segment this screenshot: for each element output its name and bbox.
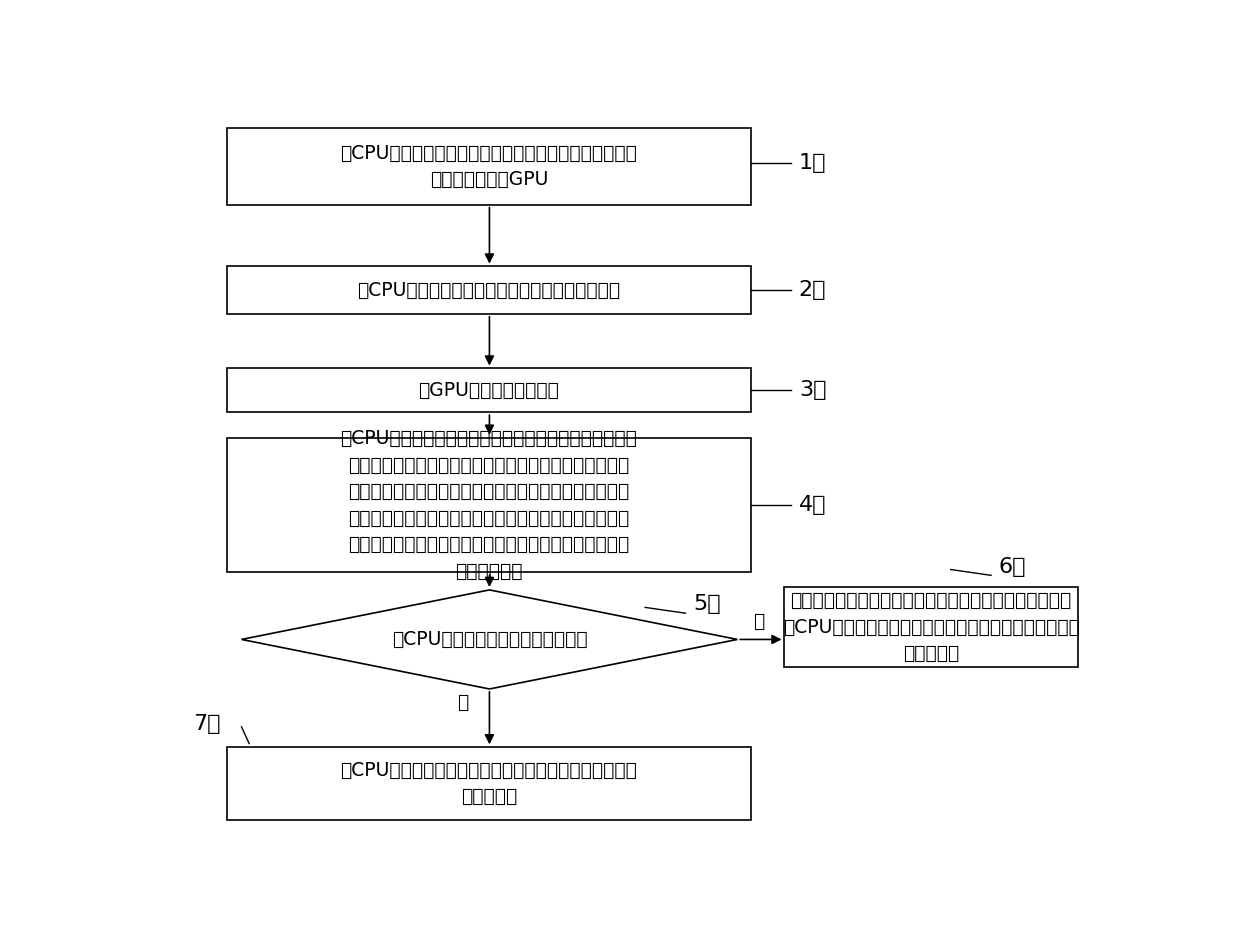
Text: 使CPU读取两相介质对应的初始分布信息，并将所述初始
分布信息复制到GPU: 使CPU读取两相介质对应的初始分布信息，并将所述初始 分布信息复制到GPU	[341, 144, 637, 189]
Text: 使CPU根据所述初始随机模型，绘制所述初始随机模型对
应的当前两相的颗粒分布图，并生成当前两点概率函数和
当前线性路径函数；计算所述当前两点概率函数与所述目
标: 使CPU根据所述初始随机模型，绘制所述初始随机模型对 应的当前两相的颗粒分布图，…	[341, 429, 637, 581]
Text: 6）: 6）	[998, 556, 1027, 577]
Text: 使GPU生成初始随机模型: 使GPU生成初始随机模型	[419, 381, 559, 400]
Bar	[227, 747, 750, 820]
Text: 3）: 3）	[799, 380, 826, 400]
Text: 多次执行迭代步骤，直至所述组合误差小于所述目标値，
使CPU将当前的所述初始随机模型绘制并保存为最终的两
相介质模型: 多次执行迭代步骤，直至所述组合误差小于所述目标値， 使CPU将当前的所述初始随机…	[782, 591, 1080, 663]
Text: 1）: 1）	[799, 153, 826, 173]
Bar	[227, 438, 750, 572]
Bar	[227, 369, 750, 412]
Bar	[227, 267, 750, 314]
Text: 否: 否	[753, 612, 764, 631]
Text: 7）: 7）	[193, 714, 221, 734]
Text: 2）: 2）	[799, 280, 826, 300]
Text: 使CPU判断组合误差是否小于目标値: 使CPU判断组合误差是否小于目标値	[392, 630, 588, 649]
Text: 使CPU定义目标两点概率函数、目标线性路径函数: 使CPU定义目标两点概率函数、目标线性路径函数	[357, 281, 620, 300]
Bar	[227, 128, 750, 204]
Text: 是: 是	[456, 693, 469, 712]
Polygon shape	[242, 590, 738, 689]
Text: 使CPU将当前的所述初始随机模型绘制并保存为最终的两
相介质模型: 使CPU将当前的所述初始随机模型绘制并保存为最终的两 相介质模型	[341, 761, 637, 806]
Text: 5）: 5）	[693, 594, 720, 615]
Text: 4）: 4）	[799, 496, 826, 516]
Bar	[785, 587, 1078, 667]
